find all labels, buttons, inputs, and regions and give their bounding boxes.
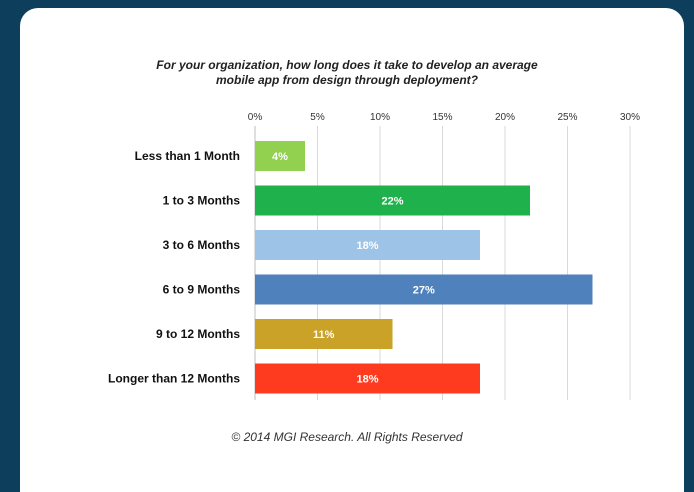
category-label: 6 to 9 Months (163, 283, 241, 297)
bar (255, 363, 480, 394)
data-label: 4% (272, 151, 288, 163)
category-label: 1 to 3 Months (163, 194, 241, 208)
x-tick-label: 15% (432, 112, 452, 123)
data-label: 27% (413, 285, 435, 297)
category-label: Less than 1 Month (135, 149, 240, 163)
data-label: 18% (356, 374, 378, 386)
chart-title-line-1: For your organization, how long does it … (156, 58, 538, 72)
copyright-footer: © 2014 MGI Research. All Rights Reserved (231, 430, 463, 444)
bar (255, 141, 305, 171)
x-tick-label: 20% (495, 112, 515, 123)
x-tick-label: 5% (310, 112, 325, 123)
x-tick-label: 30% (620, 112, 640, 123)
x-tick-label: 25% (557, 112, 577, 123)
category-label: Longer than 12 Months (108, 372, 240, 386)
chart-title: For your organization, how long does it … (0, 58, 694, 88)
x-tick-label: 0% (248, 112, 263, 123)
data-label: 22% (381, 196, 403, 208)
category-label: 3 to 6 Months (163, 238, 241, 252)
chart-title-line-2: mobile app from design through deploymen… (215, 73, 478, 87)
bar (255, 185, 530, 216)
data-label: 11% (313, 329, 335, 341)
data-label: 18% (356, 240, 378, 252)
bar (255, 230, 480, 260)
bar (255, 274, 593, 305)
x-tick-label: 10% (370, 112, 390, 123)
category-label: 9 to 12 Months (156, 327, 240, 341)
bar (255, 319, 393, 349)
